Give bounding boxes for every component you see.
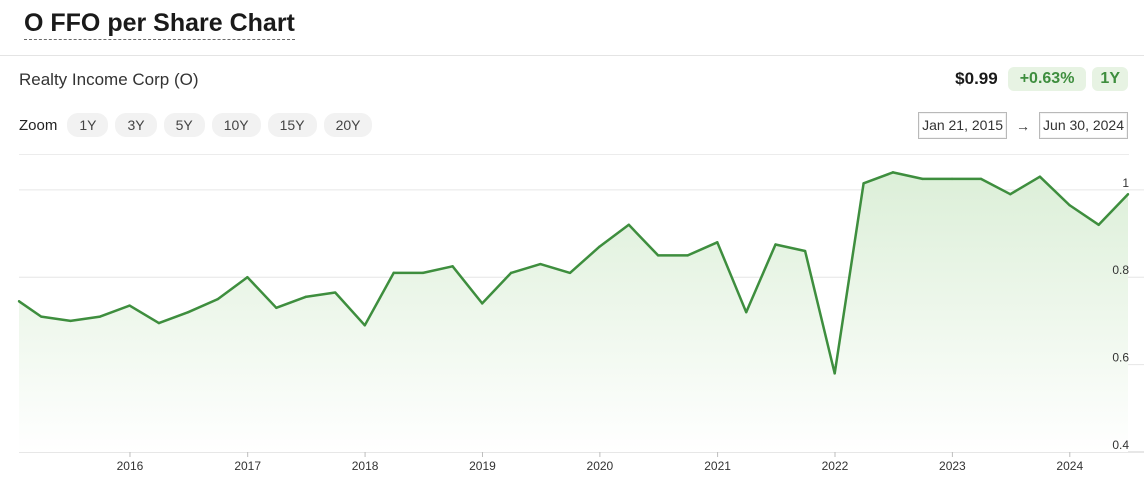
data-point: [1126, 193, 1130, 196]
data-point: [17, 300, 21, 303]
page-title: O FFO per Share Chart: [24, 8, 295, 40]
ffo-chart[interactable]: 0.40.60.81 2016 2017 2018 2019 2020 2021 2022 2…: [0, 160, 1144, 490]
end-date-input[interactable]: Jun 30, 2024: [1039, 112, 1128, 139]
y-axis: 0.4 0.6 0.8 1: [1112, 176, 1129, 452]
change-badge: +0.63%: [1007, 67, 1087, 91]
y-tick-label: 0.4: [1112, 438, 1129, 452]
x-tick-label: 2016: [117, 459, 144, 473]
x-tick-label: 2021: [704, 459, 731, 473]
data-point: [480, 302, 484, 305]
data-point: [1097, 223, 1100, 226]
y-tick-label: 0.6: [1112, 351, 1129, 365]
series-area: [19, 172, 1128, 452]
data-point: [1038, 175, 1042, 178]
data-point: [891, 171, 895, 174]
data-point: [157, 321, 161, 325]
data-point: [69, 319, 72, 323]
data-point: [39, 315, 43, 318]
data-point: [275, 306, 278, 310]
y-tick-label: 1: [1122, 176, 1129, 190]
y-tick-label: 0.8: [1112, 263, 1129, 277]
quote-summary: $0.99 +0.63% 1Y: [955, 67, 1128, 91]
x-tick-label: 2022: [822, 459, 849, 473]
start-date-input[interactable]: Jan 21, 2015: [918, 112, 1008, 139]
data-point: [333, 291, 337, 294]
data-point: [921, 177, 924, 181]
data-point: [598, 245, 601, 248]
data-point: [950, 177, 954, 181]
date-range: Jan 21, 2015 → Jun 30, 2024: [918, 112, 1128, 139]
x-tick-label: 2020: [587, 459, 614, 473]
zoom-15y-button[interactable]: 15Y: [267, 113, 317, 137]
price-value: $0.99: [955, 69, 998, 88]
data-point: [686, 254, 689, 257]
controls-divider: [19, 154, 1129, 155]
data-point: [421, 271, 425, 275]
data-point: [509, 271, 513, 275]
x-tick-label: 2024: [1056, 459, 1083, 473]
range-badge: 1Y: [1092, 67, 1128, 91]
data-point: [568, 271, 572, 275]
data-point: [833, 372, 836, 375]
data-point: [656, 254, 660, 257]
data-point: [304, 295, 307, 299]
data-point: [979, 177, 983, 181]
data-point: [716, 241, 719, 244]
zoom-label: Zoom: [19, 116, 58, 134]
zoom-10y-button[interactable]: 10Y: [211, 113, 261, 137]
data-point: [1009, 193, 1012, 196]
company-name: Realty Income Corp (O): [19, 70, 199, 89]
title-divider: [0, 55, 1144, 56]
data-point: [803, 249, 807, 253]
data-point: [246, 276, 249, 279]
data-point: [98, 315, 102, 318]
zoom-bar: Zoom 1Y 3Y 5Y 10Y 15Y 20Y: [19, 113, 373, 137]
data-point: [216, 297, 219, 301]
data-point: [745, 310, 748, 314]
zoom-5y-button[interactable]: 5Y: [163, 113, 205, 137]
data-point: [1068, 203, 1071, 207]
zoom-3y-button[interactable]: 3Y: [115, 113, 157, 137]
x-axis: 2016 2017 2018 2019 2020 2021 2022 2023 2024: [117, 452, 1083, 473]
data-point: [627, 223, 631, 226]
zoom-1y-button[interactable]: 1Y: [67, 113, 109, 137]
zoom-20y-button[interactable]: 20Y: [323, 113, 373, 137]
data-point: [186, 310, 190, 314]
data-point: [392, 271, 395, 275]
point-layer: [17, 171, 1130, 375]
data-point: [774, 243, 777, 246]
x-tick-label: 2018: [352, 459, 379, 473]
data-point: [451, 265, 454, 268]
x-tick-label: 2019: [469, 459, 496, 473]
data-point: [363, 324, 366, 327]
x-tick-label: 2017: [234, 459, 261, 473]
x-tick-label: 2023: [939, 459, 966, 473]
data-point: [862, 182, 865, 185]
data-point: [539, 262, 542, 266]
arrow-right-icon: →: [1016, 117, 1031, 134]
area-layer: [19, 172, 1128, 452]
data-point: [128, 304, 131, 307]
